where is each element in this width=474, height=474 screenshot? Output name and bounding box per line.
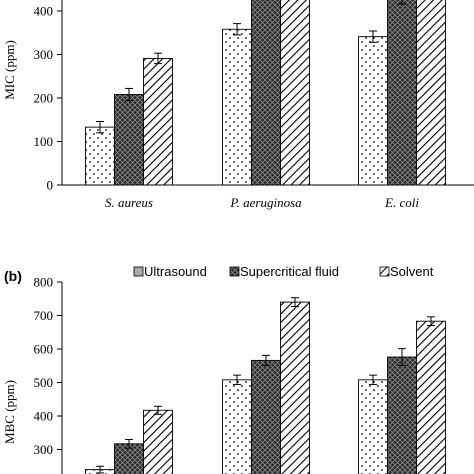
mic-category-label: E. coli [384,195,419,210]
mbc-y-tick-label: 600 [34,342,54,357]
mic-y-axis-label: MIC (ppm) [2,40,17,100]
mic-bar-solvent [416,0,446,186]
mic-bar-supercritical-fluid [387,0,417,186]
mic-y-tick-labels: 0 100 200 300 400 [34,4,62,193]
mbc-bar-supercritical-fluid [387,356,417,474]
mic-y-tick-label: 400 [34,4,54,19]
mic-y-tick-label: 100 [34,134,54,149]
mic-bar-supercritical-fluid [114,94,144,186]
legend-label-solvent: Solvent [390,264,434,279]
mic-bar-solvent [280,0,310,186]
legend-label-ultrasound: Ultrasound [144,264,207,279]
mic-bar-ultrasound [222,28,252,186]
mbc-y-axis-label: MBC (ppm) [2,380,17,444]
legend: Ultrasound Supercritical fluid Solvent [133,264,434,279]
mbc-bar-solvent [416,320,446,474]
mbc-bar-ultrasound [358,379,388,474]
mic-y-tick-label: 0 [47,178,54,193]
mic-category-label: P. aeruginosa [229,195,302,210]
mbc-bar-ultrasound [222,379,252,474]
legend-label-supercritical-fluid: Supercritical fluid [240,264,339,279]
mbc-bar-solvent [280,301,310,474]
mic-bar-solvent [143,57,173,186]
mbc-bar-supercritical-fluid [114,443,144,474]
mbc-bars [85,297,446,474]
mbc-panel: (b) Ultrasound Supercritical fluid Solve… [2,264,446,474]
mbc-y-tick-label: 300 [34,442,54,457]
mic-category-label: S. aureus [105,195,153,210]
mbc-y-tick-label: 700 [34,308,54,323]
mbc-bar-supercritical-fluid [251,359,281,474]
panel-label: (b) [4,268,22,284]
legend-swatch-ultrasound [133,266,144,277]
mbc-y-tick-label: 400 [34,409,54,424]
legend-swatch-solvent [379,266,390,277]
mic-bar-ultrasound [358,36,388,186]
mbc-bar-solvent [143,409,173,474]
legend-swatch-supercritical-fluid [229,266,240,277]
mic-bars [85,0,446,186]
mbc-y-tick-label: 500 [34,375,54,390]
mbc-y-tick-label: 800 [34,275,54,290]
mic-y-tick-label: 200 [34,91,54,106]
mbc-y-tick-labels: 200300400500600700800 [34,275,62,457]
mic-panel: MIC (ppm) 0 100 200 300 400 S. aureus P. aer… [2,0,474,210]
mic-y-tick-label: 300 [34,47,54,62]
mic-bar-supercritical-fluid [251,0,281,186]
mic-bar-ultrasound [85,126,115,186]
